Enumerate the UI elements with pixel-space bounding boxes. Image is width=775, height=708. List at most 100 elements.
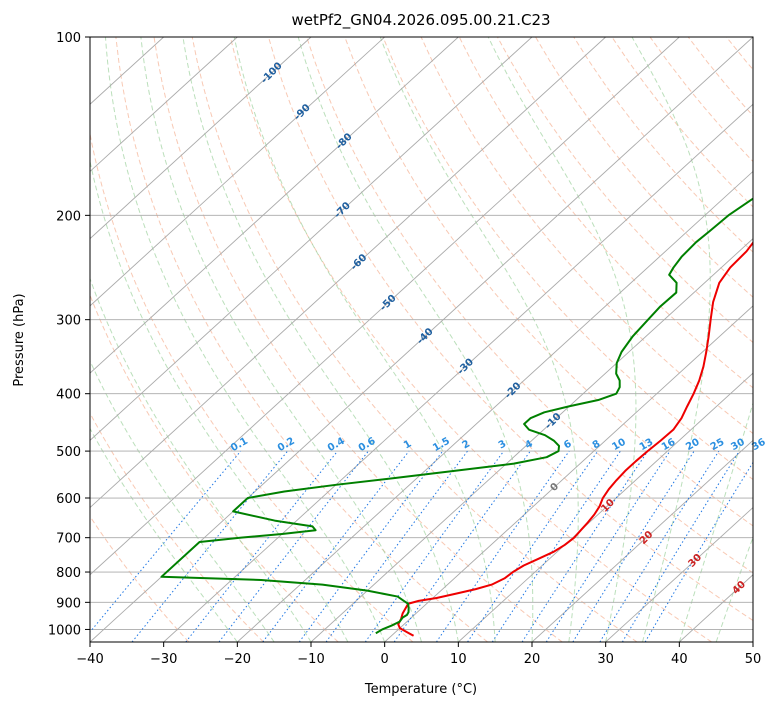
- isotherm-line: [90, 37, 459, 374]
- mixing-ratio-line: [545, 450, 671, 642]
- y-tick-label: 500: [56, 445, 81, 460]
- moist-adiabat-line: [104, 37, 386, 642]
- isotherm-line: [90, 37, 312, 240]
- dry-adiabat-line: [229, 37, 712, 642]
- y-tick-label: 200: [56, 209, 81, 224]
- x-tick-label: −40: [76, 652, 103, 667]
- isotherm-line: [90, 37, 238, 173]
- moist-adiabat-line: [715, 535, 753, 642]
- chart-title: wetPf2_GN04.2026.095.00.21.C23: [291, 11, 550, 30]
- dry-adiabat-line: [268, 37, 753, 622]
- x-tick-label: −20: [224, 652, 251, 667]
- isotherm-line: [163, 103, 753, 642]
- dry-adiabat-line: [420, 37, 753, 435]
- isotherm-line: [384, 305, 753, 642]
- y-axis-label: Pressure (hPa): [12, 293, 27, 386]
- y-tick-label: 700: [56, 532, 81, 547]
- isotherm-line: [90, 37, 533, 441]
- y-tick-label: 400: [56, 388, 81, 403]
- dry-adiabat-line: [153, 37, 563, 642]
- x-tick-label: −30: [150, 652, 177, 667]
- mixing-ratio-line: [393, 450, 531, 642]
- y-axis-ticks: 100 200 300 400 500 600 700 800 900 1000: [48, 31, 90, 638]
- x-axis-label: Temperature (°C): [364, 682, 477, 697]
- mixing-ratio-label: 2: [461, 438, 473, 451]
- dry-adiabat-line: [573, 37, 753, 253]
- y-tick-label: 600: [56, 492, 81, 507]
- y-tick-label: 800: [56, 566, 81, 581]
- moist-adiabat-line: [297, 37, 534, 642]
- x-tick-label: 20: [524, 652, 541, 667]
- x-tick-label: 50: [745, 652, 762, 667]
- mixing-ratio-line: [185, 450, 338, 642]
- mixing-ratio-line: [298, 450, 444, 642]
- mixing-ratio-line: [131, 450, 288, 642]
- dry-adiabat-line: [687, 37, 753, 117]
- isotherm-line: [90, 37, 680, 576]
- x-tick-label: 30: [597, 652, 614, 667]
- isotherm-line: [310, 238, 753, 642]
- plot-frame: [89, 36, 754, 643]
- dry-adiabat-line: [725, 37, 753, 71]
- moist-adiabat-line: [90, 359, 275, 642]
- mixing-ratio-line: [436, 450, 570, 642]
- chart-grid: [90, 37, 775, 642]
- moist-adiabat-line: [678, 401, 753, 642]
- mixing-ratio-label: 1: [402, 438, 414, 451]
- dry-adiabat-line: [535, 37, 753, 298]
- isotherm-line: [605, 506, 753, 642]
- mixing-ratio-line: [325, 450, 468, 642]
- dry-adiabat-line: [90, 131, 414, 642]
- moist-adiabat-line: [631, 37, 711, 642]
- moist-adiabat-line: [233, 37, 496, 642]
- isotherm-line: [90, 37, 606, 509]
- x-tick-label: 0: [381, 652, 389, 667]
- moist-adiabat-line: [90, 277, 312, 642]
- dry-adiabat-line: [611, 37, 753, 208]
- x-tick-label: 40: [671, 652, 688, 667]
- moist-adiabat-line: [182, 37, 459, 642]
- sounding-series: [160, 197, 753, 637]
- isotherm-line: [752, 641, 753, 642]
- mixing-ratio-label: 4: [523, 438, 535, 451]
- mixing-ratio-line: [621, 450, 740, 642]
- mixing-ratio-line: [467, 450, 599, 642]
- dry-adiabat-line: [306, 37, 753, 574]
- moist-adiabat-line: [90, 159, 349, 642]
- x-tick-label: 10: [450, 652, 467, 667]
- dry-adiabat-line: [497, 37, 753, 344]
- mixing-ratio-label: 6: [562, 438, 574, 451]
- isotherm-line: [90, 37, 385, 307]
- mixing-ratio-label: 3: [497, 438, 509, 451]
- dry-adiabat-line: [191, 37, 638, 642]
- temperature-profile-line: [397, 241, 753, 637]
- y-tick-label: 300: [56, 314, 81, 329]
- moist-adiabat-line: [487, 37, 637, 642]
- mixing-ratio-line: [491, 450, 621, 642]
- dry-adiabat-line: [90, 515, 190, 642]
- x-tick-label: −10: [297, 652, 324, 667]
- mixing-ratio-line: [572, 450, 695, 642]
- dry-adiabat-line: [344, 37, 753, 527]
- moist-adiabat-line: [379, 37, 579, 642]
- dry-adiabat-line: [649, 37, 753, 163]
- mixing-ratio-label: 8: [591, 438, 603, 451]
- isotherm-line: [237, 170, 753, 642]
- dry-adiabat-line: [90, 412, 264, 642]
- moist-adiabat-line: [140, 37, 422, 642]
- x-axis-ticks: −40 −30 −20 −10 0 10 20 30 40 50: [76, 642, 761, 667]
- dry-adiabat-line: [765, 37, 775, 642]
- y-tick-label: 900: [56, 596, 81, 611]
- isotherm-line: [531, 439, 753, 642]
- y-tick-label: 100: [56, 31, 81, 46]
- y-tick-label: 1000: [48, 623, 81, 638]
- dry-adiabat-line: [115, 37, 488, 642]
- mixing-ratio-line: [364, 450, 505, 642]
- mixing-ratio-line: [218, 450, 369, 642]
- moist-adiabat-line: [90, 427, 238, 642]
- mixing-ratio-line: [90, 450, 242, 633]
- mixing-ratio-line: [521, 450, 649, 642]
- dewpoint-profile-line: [160, 197, 753, 635]
- mixing-ratio-line: [262, 450, 410, 642]
